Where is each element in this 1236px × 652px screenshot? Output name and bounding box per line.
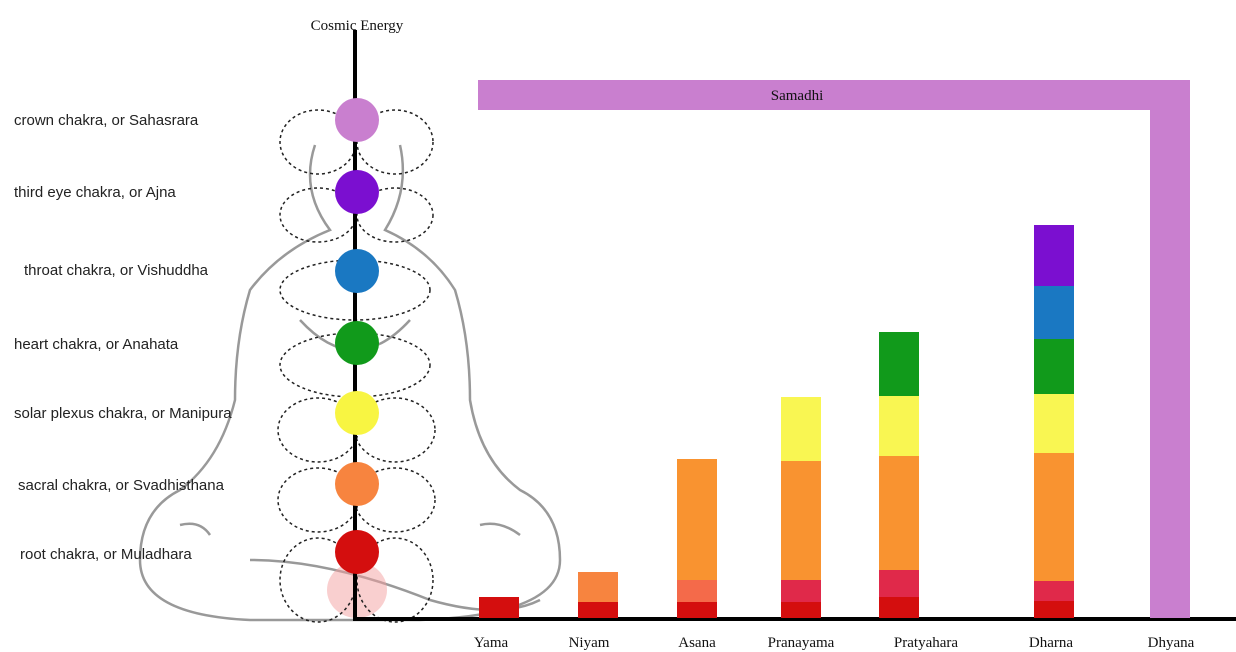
stage-label: Yama [474,635,509,651]
chakra-label: root chakra, or Muladhara [20,546,192,563]
stage-label: Dharna [1029,635,1073,651]
stage-label: Niyam [569,635,610,651]
chakra-label: throat chakra, or Vishuddha [24,262,209,279]
diagram: Cosmic Energy crown chakra, or Sahasrara… [0,0,1236,652]
chakra-label: solar plexus chakra, or Manipura [14,405,232,422]
stage-label: Pratyahara [894,635,958,651]
samadhi-label: Samadhi [771,88,824,104]
stage-label: Dhyana [1148,635,1195,651]
top-label: Cosmic Energy [311,18,404,34]
samadhi-frame [478,80,1190,618]
chakra-label: crown chakra, or Sahasrara [14,112,199,129]
chakra-label: third eye chakra, or Ajna [14,184,176,201]
stage-stacks [479,225,1074,618]
stage-label: Asana [678,635,716,651]
chakra-label: sacral chakra, or Svadhisthana [18,477,225,494]
chakra-label: heart chakra, or Anahata [14,336,179,353]
stage-label: Pranayama [768,635,835,651]
